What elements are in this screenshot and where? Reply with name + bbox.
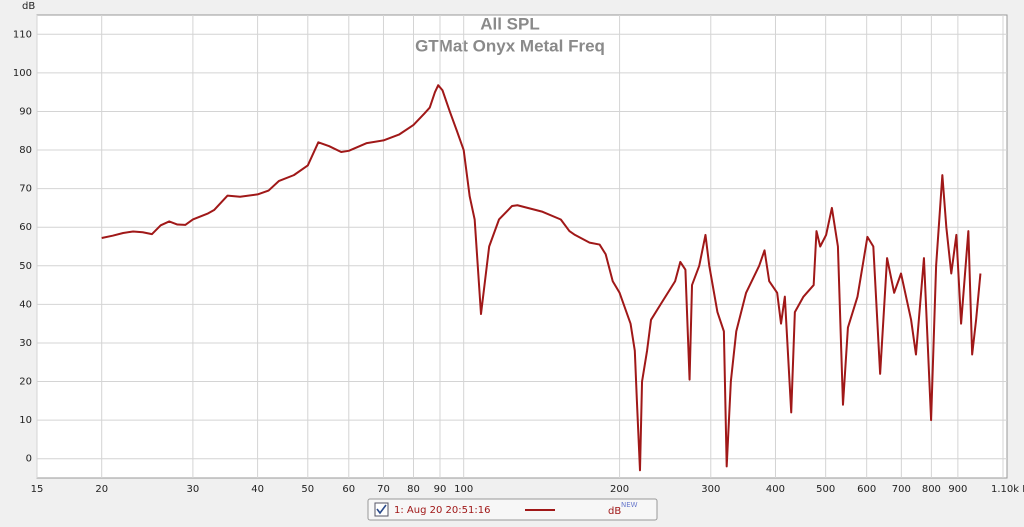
x-tick-label: 100 (454, 484, 473, 495)
grid (36, 15, 1007, 478)
x-tick-label: 1.10k Hz (991, 484, 1024, 495)
x-tick-label: 700 (892, 484, 911, 495)
legend-tag: NEW (621, 501, 638, 509)
x-tick-label: 80 (407, 484, 420, 495)
chart-subtitle: GTMat Onyx Metal Freq (415, 36, 605, 55)
y-tick-label: 110 (13, 29, 32, 40)
x-tick-label: 500 (816, 484, 835, 495)
x-tick-label: 40 (251, 484, 264, 495)
y-tick-label: 30 (19, 338, 32, 349)
y-tick-label: 0 (26, 454, 32, 465)
legend: 1: Aug 20 20:51:16 dB NEW (367, 498, 658, 521)
y-tick-label: 10 (19, 415, 32, 426)
legend-unit: dB (608, 506, 621, 517)
legend-label: 1: Aug 20 20:51:16 (394, 505, 490, 516)
x-tick-label: 200 (610, 484, 629, 495)
chart-title: All SPL (480, 14, 540, 33)
x-tick-label: 900 (948, 484, 967, 495)
x-tick-label: 20 (95, 484, 108, 495)
plot-area (36, 14, 1008, 479)
x-tick-label: 50 (301, 484, 314, 495)
x-tick-label: 300 (701, 484, 720, 495)
x-tick-label: 15 (31, 484, 44, 495)
y-tick-label: 60 (19, 222, 32, 233)
y-tick-label: 40 (19, 299, 32, 310)
x-tick-label: 800 (922, 484, 941, 495)
x-tick-label: 90 (434, 484, 447, 495)
y-axis-label: dB (22, 1, 35, 12)
x-tick-label: 400 (766, 484, 785, 495)
legend-box (367, 498, 658, 521)
x-tick-label: 70 (377, 484, 390, 495)
y-tick-label: 80 (19, 145, 32, 156)
y-tick-label: 100 (13, 68, 32, 79)
checkmark (376, 504, 387, 515)
x-tick-label: 30 (187, 484, 200, 495)
x-tick-label: 600 (857, 484, 876, 495)
y-tick-label: 70 (19, 184, 32, 195)
x-tick-label: 60 (342, 484, 355, 495)
series-line (101, 84, 982, 472)
y-tick-label: 90 (19, 106, 32, 117)
y-tick-label: 50 (19, 261, 32, 272)
y-tick-label: 20 (19, 377, 32, 388)
